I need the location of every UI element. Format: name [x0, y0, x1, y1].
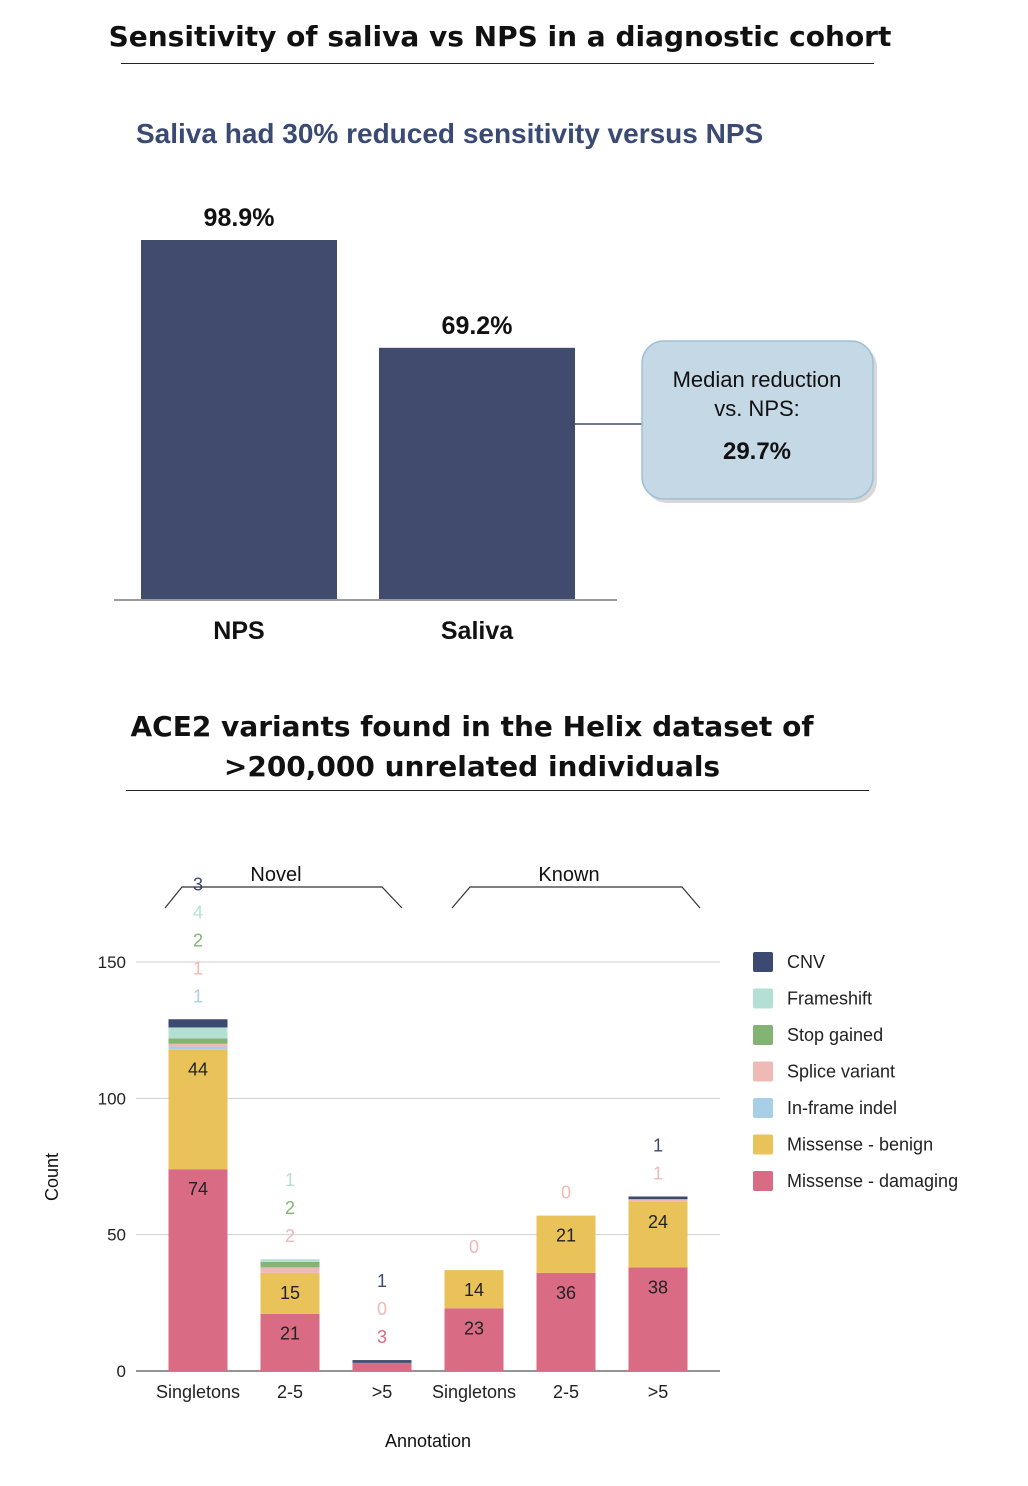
chart1-bar-nps [141, 240, 337, 599]
chart2-x-tick-2: >5 [372, 1382, 393, 1402]
chart2-x-tick-5: >5 [648, 1382, 669, 1402]
chart2-above-label-5-1: 1 [653, 1135, 663, 1155]
chart2-inside-label-4-missense-benign: 21 [556, 1226, 576, 1246]
chart2-bar-segment-0-cnv [168, 1019, 228, 1028]
bottom-heading-line2: >200,000 unrelated individuals [223, 750, 721, 783]
chart2-inside-label-0-missense-damaging: 74 [188, 1179, 208, 1199]
chart1-callout-box [641, 340, 874, 500]
chart2-inside-label-3-missense-damaging: 23 [464, 1318, 484, 1338]
chart1-category-label-saliva: Saliva [441, 617, 514, 645]
chart2-legend-label-missense-benign: Missense - benign [787, 1135, 933, 1155]
chart2-bar-segment-3-missense-damaging [444, 1308, 504, 1371]
chart2-y-tick-150: 150 [98, 953, 126, 972]
chart2-above-label-0-1: 1 [193, 958, 203, 978]
chart2-bar-segment-0-frameshift [168, 1027, 228, 1039]
chart2-inside-label-5-missense-benign: 24 [648, 1212, 668, 1232]
chart2-legend-swatch-missense-benign [753, 1134, 773, 1155]
chart1-callout-value: 29.7% [723, 438, 791, 465]
top-heading: Sensitivity of saliva vs NPS in a diagno… [108, 20, 892, 53]
chart1-sensitivity-bar-chart: 98.9% NPS 69.2% Saliva Median reduction vs. N… [114, 204, 877, 645]
chart2-inside-label-1-missense-damaging: 21 [280, 1324, 300, 1344]
chart2-bar-segment-3-missense-benign [444, 1270, 504, 1309]
chart2-inside-label-1-missense-benign: 15 [280, 1283, 300, 1303]
chart2-legend-label-in-frame-indel: In-frame indel [787, 1098, 897, 1118]
chart2-inside-label-5-missense-damaging: 38 [648, 1277, 668, 1297]
chart2-bar-segment-1-frameshift [260, 1259, 320, 1262]
chart2-bar-segment-1-splice-variant [260, 1267, 320, 1273]
chart2-legend-label-cnv: CNV [787, 952, 825, 972]
chart1-callout-line2: vs. NPS: [714, 396, 800, 421]
chart2-y-axis-title: Count [42, 1153, 62, 1201]
chart2-bar-segment-5-cnv [628, 1196, 688, 1200]
bottom-heading-rule [126, 790, 869, 791]
chart2-legend-swatch-stop-gained [753, 1025, 773, 1045]
chart2-above-label-2-1: 0 [377, 1299, 387, 1319]
chart1-data-label-saliva: 69.2% [442, 312, 513, 340]
chart2-legend-label-splice-variant: Splice variant [787, 1062, 895, 1082]
chart2-above-label-0-3: 4 [193, 902, 203, 922]
chart2-bar-segment-1-stop-gained [260, 1261, 320, 1268]
chart2-above-label-1-0: 2 [285, 1226, 295, 1246]
chart2-bar-segment-1-missense-damaging [260, 1313, 320, 1371]
chart2-legend-swatch-missense-damaging [753, 1171, 773, 1191]
chart2-y-tick-50: 50 [107, 1226, 126, 1245]
chart2-x-axis-title: Annotation [385, 1431, 471, 1451]
chart2-above-label-2-2: 1 [377, 1271, 387, 1291]
chart2-y-tick-100: 100 [98, 1089, 126, 1108]
chart1-title: Saliva had 30% reduced sensitivity versu… [136, 118, 764, 149]
chart2-legend-label-frameshift: Frameshift [787, 989, 872, 1009]
chart2-inside-label-0-missense-benign: 44 [188, 1059, 208, 1079]
chart2-legend-swatch-frameshift [753, 988, 773, 1009]
chart2-above-label-4-0: 0 [561, 1183, 571, 1203]
chart2-inside-label-4-missense-damaging: 36 [556, 1283, 576, 1303]
chart2-bar-segment-2-cnv [352, 1360, 412, 1363]
chart1-bar-saliva [379, 347, 575, 599]
chart2-y-tick-0: 0 [117, 1362, 126, 1381]
chart2-above-label-1-1: 2 [285, 1198, 295, 1218]
chart2-bar-segment-0-in-frame-indel [168, 1046, 228, 1050]
chart2-bar-segment-5-missense-benign [628, 1201, 688, 1268]
chart1-data-label-nps: 98.9% [204, 204, 275, 232]
chart1-callout: Median reduction vs. NPS: 29.7% [575, 340, 877, 503]
chart2-bar-segment-4-missense-benign [536, 1215, 596, 1273]
chart2-inside-label-3-missense-benign: 14 [464, 1280, 484, 1300]
chart2-above-label-0-2: 2 [193, 930, 203, 950]
chart2-bar-segment-0-missense-damaging [168, 1169, 228, 1371]
chart2-bar-segment-1-missense-benign [260, 1272, 320, 1314]
chart2-x-tick-4: 2-5 [553, 1382, 579, 1402]
chart2-legend-label-missense-damaging: Missense - damaging [787, 1171, 958, 1191]
chart2-bar-segment-5-splice-variant [628, 1199, 688, 1202]
top-heading-rule [121, 63, 874, 64]
chart2-bar-segment-0-splice-variant [168, 1043, 228, 1047]
chart2-legend-swatch-cnv [753, 952, 773, 972]
chart2-bar-segment-4-missense-damaging [536, 1272, 596, 1371]
chart2-group-label-known: Known [538, 864, 599, 886]
chart2-above-label-1-2: 1 [285, 1170, 295, 1190]
chart2-legend-swatch-in-frame-indel [753, 1098, 773, 1118]
chart2-legend-swatch-splice-variant [753, 1061, 773, 1082]
chart2-above-label-3-0: 0 [469, 1237, 479, 1257]
chart2-legend-label-stop-gained: Stop gained [787, 1025, 883, 1045]
chart2-bar-segment-5-missense-damaging [628, 1267, 688, 1371]
chart1-callout-line1: Median reduction [673, 367, 842, 392]
chart2-above-label-0-0: 1 [193, 986, 203, 1006]
chart2-bar-segment-0-stop-gained [168, 1038, 228, 1044]
chart2-above-label-2-0: 3 [377, 1327, 387, 1347]
chart2-group-bracket-novel [164, 886, 403, 909]
chart1-category-label-nps: NPS [213, 617, 264, 645]
chart2-x-tick-0: Singletons [156, 1382, 240, 1402]
bottom-heading-line1: ACE2 variants found in the Helix dataset… [130, 710, 814, 743]
chart2-bar-segment-2-missense-damaging [352, 1362, 412, 1371]
chart2-above-label-5-0: 1 [653, 1163, 663, 1183]
chart2-bar-segment-0-missense-benign [168, 1049, 228, 1170]
chart2-group-label-novel: Novel [250, 864, 301, 886]
chart2-group-bracket-known [451, 886, 701, 909]
chart2-above-label-0-4: 3 [193, 874, 203, 894]
chart2-x-tick-1: 2-5 [277, 1382, 303, 1402]
chart2-x-tick-3: Singletons [432, 1382, 516, 1402]
